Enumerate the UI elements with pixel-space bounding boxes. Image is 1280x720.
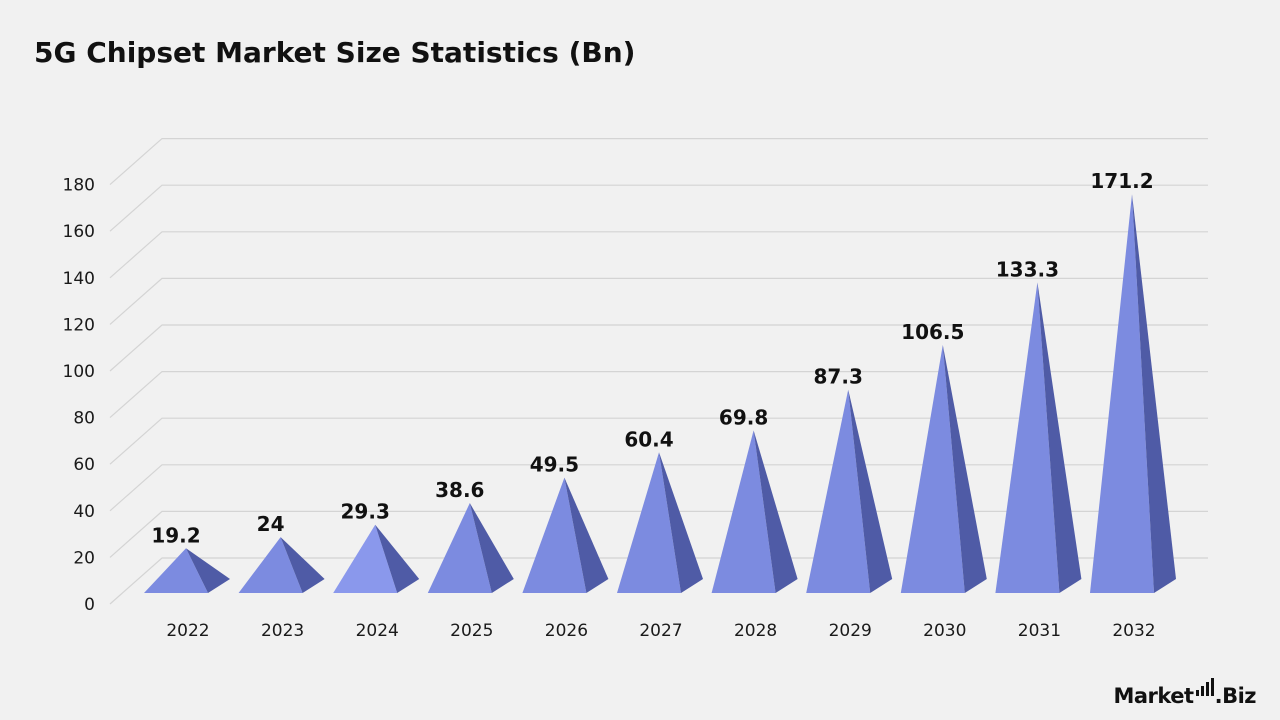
bar-front-face [711,430,776,593]
chart-title: 5G Chipset Market Size Statistics (Bn) [34,36,636,69]
bar-front-face [144,548,208,593]
x-tick-label: 2028 [734,621,777,641]
data-label: 38.6 [435,478,484,502]
logo-bars-icon [1195,676,1214,696]
bar-side-face [186,548,230,593]
bar-side-face [659,452,703,593]
bar-side-face [280,537,325,593]
y-tick-label: 120 [63,315,95,335]
gridline [109,417,1208,465]
y-axis-ticks: 0 20 40 60 80 100 120 140 160 180 [63,176,95,615]
x-tick-label: 2029 [829,621,872,641]
y-tick-label: 60 [73,455,95,475]
x-tick-label: 2022 [166,621,209,641]
y-tick-label: 160 [63,222,95,242]
y-tick-label: 140 [63,269,95,289]
bar-front-face [333,524,398,593]
brand-logo: Market .Biz [1113,678,1257,708]
x-axis-ticks: 2022 2023 2024 2025 2026 2027 2028 2029 2030 2031… [166,621,1155,641]
x-tick-label: 2031 [1018,621,1061,641]
y-tick-label: 80 [73,409,95,429]
gridline [109,371,1208,419]
bars [144,194,1176,593]
bar-front-face [806,389,871,593]
x-tick-label: 2026 [545,621,588,641]
bar-side-face [1132,194,1176,593]
bar-side-face [942,344,987,593]
gridline [109,184,1208,232]
y-tick-label: 20 [73,548,95,568]
data-label: 60.4 [624,427,673,451]
x-tick-label: 2032 [1112,621,1155,641]
data-label: 19.2 [151,523,200,547]
gridline [109,324,1208,372]
gridlines [109,138,1208,605]
y-tick-label: 40 [73,502,95,522]
y-tick-label: 180 [63,176,95,196]
data-labels: 19.2 24 29.3 38.6 49.5 60.4 69.8 87.3 106.5 133.3… [151,169,1153,547]
bar-side-face [753,430,798,593]
y-tick-label: 0 [84,595,95,615]
gridline [109,231,1208,279]
data-label: 106.5 [901,320,964,344]
bar-front-face [238,537,303,593]
bar-side-face [1037,282,1082,593]
data-label: 24 [257,512,285,536]
bar-front-face [522,477,587,593]
bar-front-face [900,344,965,593]
bar-side-face [848,389,893,593]
data-label: 87.3 [814,365,863,389]
gridline [109,277,1208,325]
gridline [109,138,1208,186]
data-label: 133.3 [996,257,1059,281]
bar-side-face [564,477,609,593]
logo-text-left: Market [1113,684,1194,708]
bar-front-face [427,503,492,593]
data-label: 171.2 [1090,169,1153,193]
y-tick-label: 100 [63,362,95,382]
x-tick-label: 2025 [450,621,493,641]
bar-side-face [469,503,514,593]
data-label: 29.3 [341,500,390,524]
x-tick-label: 2023 [261,621,304,641]
bar-front-face [617,452,681,593]
data-label: 49.5 [530,453,579,477]
logo-text-right: .Biz [1214,684,1257,708]
data-label: 69.8 [719,405,768,429]
bar-front-face [1090,194,1154,593]
bar-front-face [995,282,1060,593]
bar-side-face [375,524,420,593]
x-tick-label: 2027 [639,621,682,641]
x-tick-label: 2030 [923,621,966,641]
x-tick-label: 2024 [356,621,399,641]
